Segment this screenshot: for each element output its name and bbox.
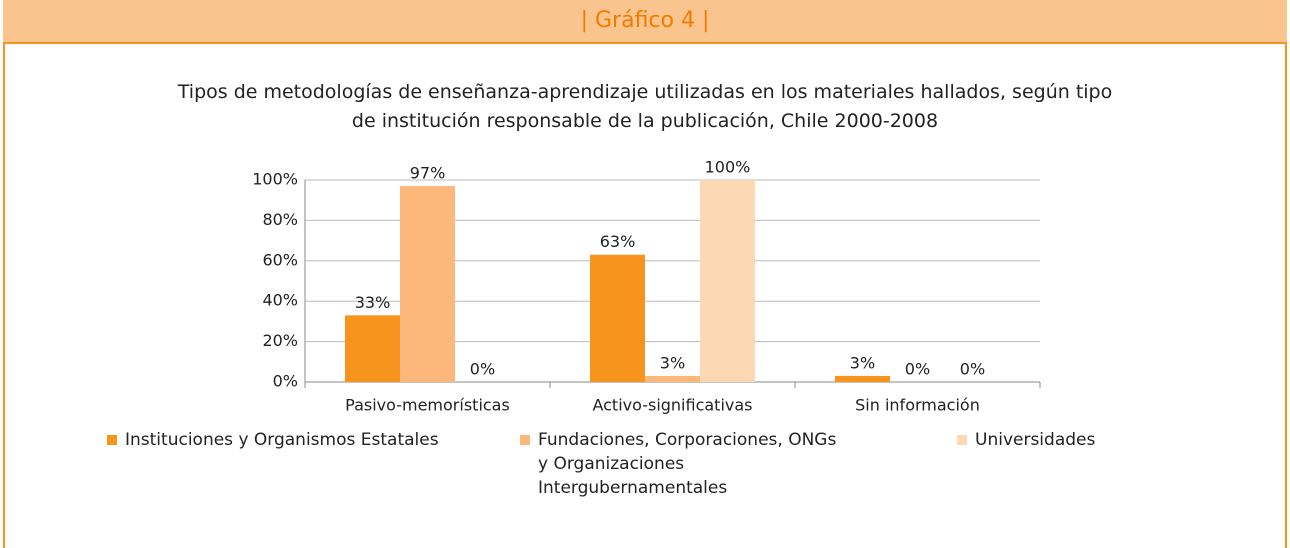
legend-swatch <box>957 435 967 445</box>
x-tick-label: Pasivo-memorísticas <box>345 396 510 415</box>
y-tick-label: 0% <box>273 372 298 391</box>
x-tick-label: Activo-significativas <box>592 396 752 415</box>
value-label: 0% <box>470 360 495 379</box>
legend-swatch <box>107 435 117 445</box>
value-label: 63% <box>600 232 636 251</box>
value-label: 97% <box>410 164 446 183</box>
bar <box>400 186 455 382</box>
legend-label: Fundaciones, Corporaciones, ONGs y Organ… <box>538 430 837 498</box>
bar <box>590 254 645 382</box>
legend-item: Universidades <box>957 428 1096 452</box>
bar <box>345 315 400 382</box>
y-tick-label: 100% <box>252 170 298 189</box>
y-tick-label: 20% <box>262 331 298 350</box>
y-tick-label: 40% <box>262 291 298 310</box>
legend-item: Instituciones y Organismos Estatales <box>107 428 439 452</box>
value-label: 0% <box>960 360 985 379</box>
legend-label: Universidades <box>975 430 1096 450</box>
legend-item: Fundaciones, Corporaciones, ONGs y Organ… <box>520 428 838 500</box>
value-label: 33% <box>355 293 391 312</box>
bar <box>835 375 890 382</box>
legend-swatch <box>520 435 530 445</box>
chart-title: Tipos de metodologías de enseñanza-apren… <box>177 81 1113 132</box>
bar <box>700 180 755 382</box>
value-label: 100% <box>705 158 751 177</box>
value-label: 0% <box>905 360 930 379</box>
value-label: 3% <box>850 353 875 372</box>
x-tick-label: Sin información <box>855 396 980 415</box>
y-tick-label: 80% <box>262 210 298 229</box>
y-tick-label: 60% <box>262 250 298 269</box>
header: | Gráfico 4 | <box>3 0 1287 44</box>
bar <box>645 375 700 382</box>
legend-label: Instituciones y Organismos Estatales <box>125 430 439 450</box>
frame <box>3 0 1287 548</box>
value-label: 3% <box>660 353 685 372</box>
